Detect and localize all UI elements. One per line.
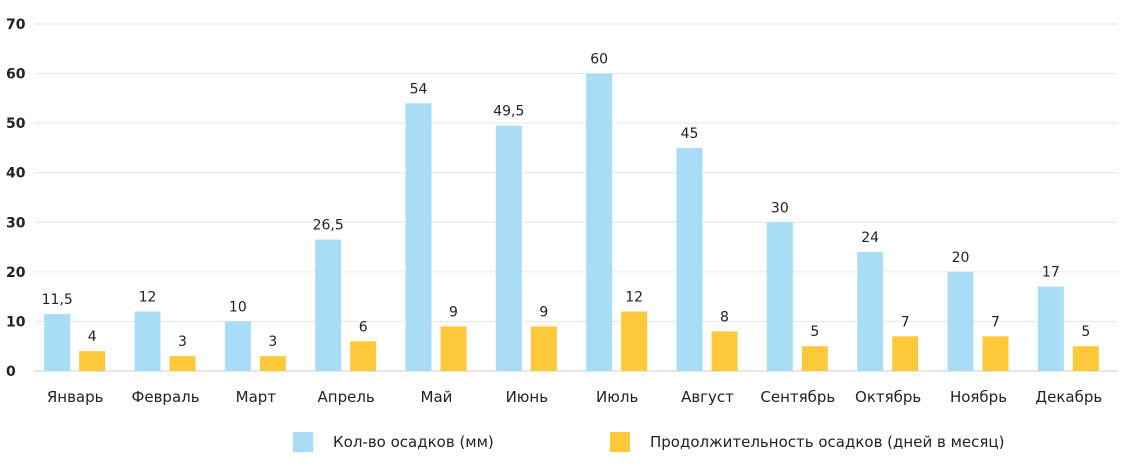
data-label: 3 (268, 334, 277, 350)
data-label: 9 (449, 304, 458, 320)
bar-precipitation (134, 311, 161, 371)
x-tick-label: Июнь (506, 388, 549, 406)
bar-duration (350, 341, 377, 371)
y-tick-label: 40 (6, 166, 26, 182)
y-tick-label: 50 (6, 116, 26, 132)
y-tick-label: 20 (6, 265, 26, 281)
x-tick-label: Июль (596, 388, 638, 406)
data-label: 26,5 (313, 218, 344, 234)
data-label: 12 (139, 290, 157, 306)
data-label: 9 (539, 304, 548, 320)
bar-precipitation (766, 222, 793, 371)
bar-precipitation (315, 239, 342, 371)
bar-duration (892, 336, 919, 371)
x-axis: Январь Февраль Март Апрель Май Июнь Июль Август… (47, 388, 1102, 406)
x-tick-label: Апрель (318, 388, 375, 406)
data-label: 45 (681, 126, 699, 142)
bar-duration (530, 326, 557, 371)
bar-duration (801, 346, 828, 371)
x-tick-label: Ноябрь (950, 388, 1007, 406)
x-tick-label: Март (236, 388, 277, 406)
data-label: 49,5 (493, 104, 524, 120)
legend-swatch (610, 432, 630, 452)
data-label: 5 (1081, 324, 1090, 340)
bar-duration (1072, 346, 1099, 371)
bars: 11,5 4 12 3 10 3 26,5 6 54 9 49,5 9 60 12 45 8 30 5 24 7 20 7… (42, 52, 1099, 372)
x-tick-label: Май (421, 388, 453, 406)
x-tick-label: Декабрь (1035, 388, 1102, 406)
y-tick-label: 30 (6, 215, 26, 231)
y-tick-label: 10 (6, 314, 26, 330)
bar-precipitation (224, 321, 251, 371)
data-label: 4 (88, 329, 97, 345)
bar-precipitation (947, 271, 974, 371)
bar-precipitation (676, 147, 703, 371)
data-label: 30 (771, 200, 789, 216)
bar-precipitation (405, 103, 432, 372)
y-tick-label: 60 (6, 67, 26, 83)
data-label: 11,5 (42, 292, 73, 308)
x-tick-label: Август (681, 388, 734, 406)
bar-duration (621, 311, 648, 371)
legend-label: Продолжительность осадков (дней в месяц) (650, 433, 1004, 451)
data-label: 12 (625, 290, 643, 306)
bar-precipitation (1037, 286, 1064, 371)
bar-duration (259, 356, 286, 371)
y-tick-label: 0 (6, 364, 16, 380)
x-tick-label: Сентябрь (760, 388, 835, 406)
bar-duration (982, 336, 1009, 371)
y-tick-label: 70 (6, 17, 26, 33)
x-tick-label: Октябрь (855, 388, 921, 406)
bar-precipitation (857, 252, 884, 371)
bar-duration (711, 331, 738, 371)
legend-label: Кол-во осадков (мм) (333, 433, 494, 451)
data-label: 3 (178, 334, 187, 350)
bar-precipitation (586, 73, 613, 372)
data-label: 8 (720, 309, 729, 325)
data-label: 60 (590, 52, 608, 68)
bar-duration (169, 356, 196, 371)
y-axis: 0 10 20 30 40 50 60 70 (6, 17, 26, 380)
data-label: 5 (810, 324, 819, 340)
data-label: 7 (901, 314, 910, 330)
data-label: 24 (861, 230, 879, 246)
data-label: 6 (359, 319, 368, 335)
bar-precipitation (495, 125, 522, 371)
bar-duration (440, 326, 467, 371)
bar-duration (79, 351, 106, 371)
data-label: 10 (229, 299, 247, 315)
legend: Кол-во осадков (мм) Продолжительность оса… (293, 432, 1004, 452)
data-label: 17 (1042, 265, 1060, 281)
bar-precipitation (44, 313, 71, 371)
x-tick-label: Январь (47, 388, 104, 406)
data-label: 20 (952, 250, 970, 266)
grid-lines (34, 23, 1118, 372)
data-label: 7 (991, 314, 1000, 330)
data-label: 54 (410, 81, 428, 97)
x-tick-label: Февраль (131, 388, 199, 406)
legend-swatch (293, 432, 313, 452)
